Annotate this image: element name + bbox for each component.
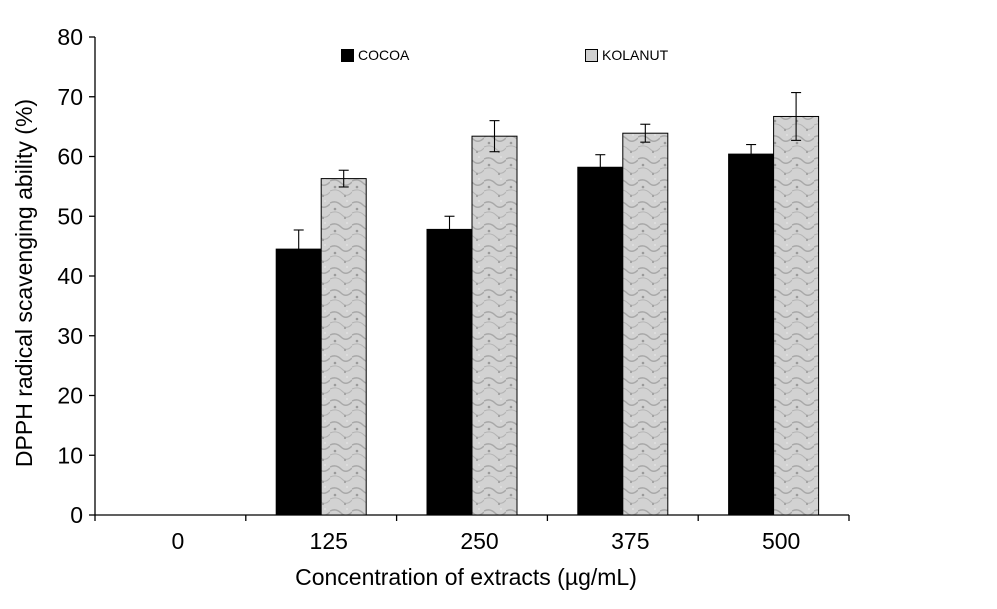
y-tick-label: 50	[57, 203, 83, 229]
y-tick-label: 20	[57, 383, 83, 409]
legend-label-cocoa: COCOA	[358, 47, 410, 63]
y-axis-label: DPPH radical scavenging ability (%)	[11, 99, 37, 467]
bar-cocoa	[275, 248, 322, 516]
y-tick-label: 80	[57, 24, 83, 50]
y-tick-label: 10	[57, 442, 83, 468]
bar-kolanut	[471, 135, 518, 516]
legend-item-cocoa: COCOA	[341, 47, 409, 63]
x-tick-label: 0	[172, 528, 185, 554]
y-tick-label: 0	[70, 502, 83, 528]
bar-kolanut	[320, 178, 367, 516]
x-tick-label: 375	[611, 528, 649, 554]
bar-cocoa	[577, 166, 624, 516]
bar-kolanut	[622, 132, 669, 516]
legend-swatch-kolanut	[585, 48, 598, 62]
y-tick-label: 40	[57, 263, 83, 289]
legend-label-kolanut: KOLANUT	[602, 47, 669, 63]
x-tick-label: 125	[310, 528, 348, 554]
bar-cocoa	[728, 153, 775, 516]
y-tick-label: 70	[57, 84, 83, 110]
x-axis-label: Concentration of extracts (µg/mL)	[295, 564, 637, 590]
legend-item-kolanut: KOLANUT	[585, 47, 668, 63]
bar-kolanut	[773, 115, 820, 516]
y-tick-label: 60	[57, 144, 83, 170]
legend-swatch-cocoa	[341, 48, 354, 62]
bar-cocoa	[426, 228, 473, 516]
y-tick-label: 30	[57, 323, 83, 349]
x-tick-label: 250	[460, 528, 498, 554]
x-tick-label: 500	[762, 528, 800, 554]
